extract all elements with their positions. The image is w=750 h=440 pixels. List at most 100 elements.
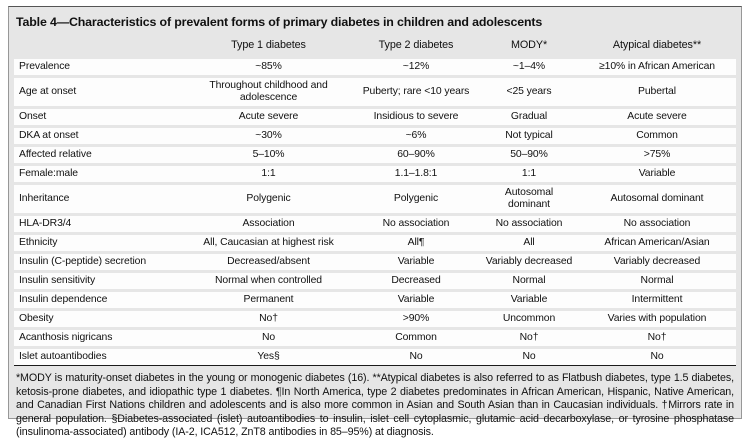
row-label: Acanthosis nigricans [14,327,185,348]
header-empty [14,38,185,58]
header-type2-diabetes: Type 2 diabetes [352,38,480,58]
row-label: Onset [14,106,185,127]
row-label: Prevalence [14,56,185,77]
cell: Association [185,213,352,234]
cell: African American/Asian [578,232,736,253]
cell: All, Caucasian at highest risk [185,232,352,253]
table-footnote: *MODY is maturity-onset diabetes in the … [16,372,734,439]
cell: Variable [352,251,480,272]
table-row: Insulin (C-peptide) secretion Decreased/a… [14,251,736,272]
header-mody: MODY* [480,38,578,58]
cell: Common [352,327,480,348]
row-label: Ethnicity [14,232,185,253]
row-label: Female:male [14,163,185,184]
cell: ~85% [185,56,352,77]
cell: ~12% [352,56,480,77]
cell: 1:1 [480,163,578,184]
cell: <25 years [480,75,578,108]
cell: Acute severe [185,106,352,127]
cell: ≥10% in African American [578,56,736,77]
cell: No [352,346,480,366]
row-label: Age at onset [14,75,185,108]
row-label: Insulin sensitivity [14,270,185,291]
diabetes-characteristics-table: Type 1 diabetes Type 2 diabetes MODY* At… [14,38,736,366]
row-label: Obesity [14,308,185,329]
table-row: Obesity No† >90% Uncommon Varies with popula… [14,308,736,329]
cell: 1.1–1.8:1 [352,163,480,184]
table-row: HLA-DR3/4 Association No association No ass… [14,213,736,234]
cell: Acute severe [578,106,736,127]
cell: Varies with population [578,308,736,329]
cell: Autosomal dominant [480,182,578,215]
header-row: Type 1 diabetes Type 2 diabetes MODY* At… [14,38,736,58]
cell: Throughout childhood and adolescence [185,75,352,108]
table-header: Type 1 diabetes Type 2 diabetes MODY* At… [14,38,736,58]
cell: 1:1 [185,163,352,184]
header-type1-diabetes: Type 1 diabetes [185,38,352,58]
cell: Pubertal [578,75,736,108]
cell: ~1–4% [480,56,578,77]
cell: All¶ [352,232,480,253]
cell: Puberty; rare <10 years [352,75,480,108]
cell: No [185,327,352,348]
cell: 60–90% [352,144,480,165]
cell: Decreased [352,270,480,291]
table-row: Ethnicity All, Caucasian at highest risk A… [14,232,736,253]
cell: Variable [352,289,480,310]
cell: >90% [352,308,480,329]
cell: Decreased/absent [185,251,352,272]
cell: Variably decreased [578,251,736,272]
table-row: Age at onset Throughout childhood and ado… [14,75,736,108]
cell: Insidious to severe [352,106,480,127]
table-row: Inheritance Polygenic Polygenic Autosomal d… [14,182,736,215]
table-row: Onset Acute severe Insidious to severe Grad… [14,106,736,127]
table-title: Table 4—Characteristics of prevalent for… [16,15,543,29]
cell: Normal [480,270,578,291]
cell: Variable [480,289,578,310]
cell: Intermittent [578,289,736,310]
cell: No† [480,327,578,348]
cell: No association [352,213,480,234]
table-row: Affected relative 5–10% 60–90% 50–90% >75% [14,144,736,165]
row-label: HLA-DR3/4 [14,213,185,234]
table-row: Acanthosis nigricans No Common No† No† [14,327,736,348]
cell: Normal when controlled [185,270,352,291]
cell: Polygenic [352,182,480,215]
cell: ~30% [185,125,352,146]
cell: Variable [578,163,736,184]
row-label: Inheritance [14,182,185,215]
row-label: DKA at onset [14,125,185,146]
table-row: Insulin dependence Permanent Variable Varia… [14,289,736,310]
table-body: Prevalence ~85% ~12% ~1–4% ≥10% in African A… [14,56,736,366]
row-label: Affected relative [14,144,185,165]
cell: Autosomal dominant [578,182,736,215]
row-label: Insulin dependence [14,289,185,310]
cell: No [480,346,578,366]
table-row: Islet autoantibodies Yes§ No No No [14,346,736,366]
cell: 50–90% [480,144,578,165]
cell: ~6% [352,125,480,146]
cell: All [480,232,578,253]
cell: Yes§ [185,346,352,366]
cell: Polygenic [185,182,352,215]
cell: 5–10% [185,144,352,165]
table-row: Insulin sensitivity Normal when controlle… [14,270,736,291]
cell: Variably decreased [480,251,578,272]
cell: Gradual [480,106,578,127]
cell: Not typical [480,125,578,146]
cell: No† [185,308,352,329]
cell: No association [480,213,578,234]
table-row: DKA at onset ~30% ~6% Not typical Common [14,125,736,146]
cell: Normal [578,270,736,291]
cell: No† [578,327,736,348]
table-row: Prevalence ~85% ~12% ~1–4% ≥10% in African A… [14,56,736,77]
cell: >75% [578,144,736,165]
row-label: Islet autoantibodies [14,346,185,366]
row-label: Insulin (C-peptide) secretion [14,251,185,272]
cell: No [578,346,736,366]
table-row: Female:male 1:1 1.1–1.8:1 1:1 Variable [14,163,736,184]
cell: Permanent [185,289,352,310]
cell: No association [578,213,736,234]
table-panel: Table 4—Characteristics of prevalent for… [8,6,742,438]
cell: Uncommon [480,308,578,329]
